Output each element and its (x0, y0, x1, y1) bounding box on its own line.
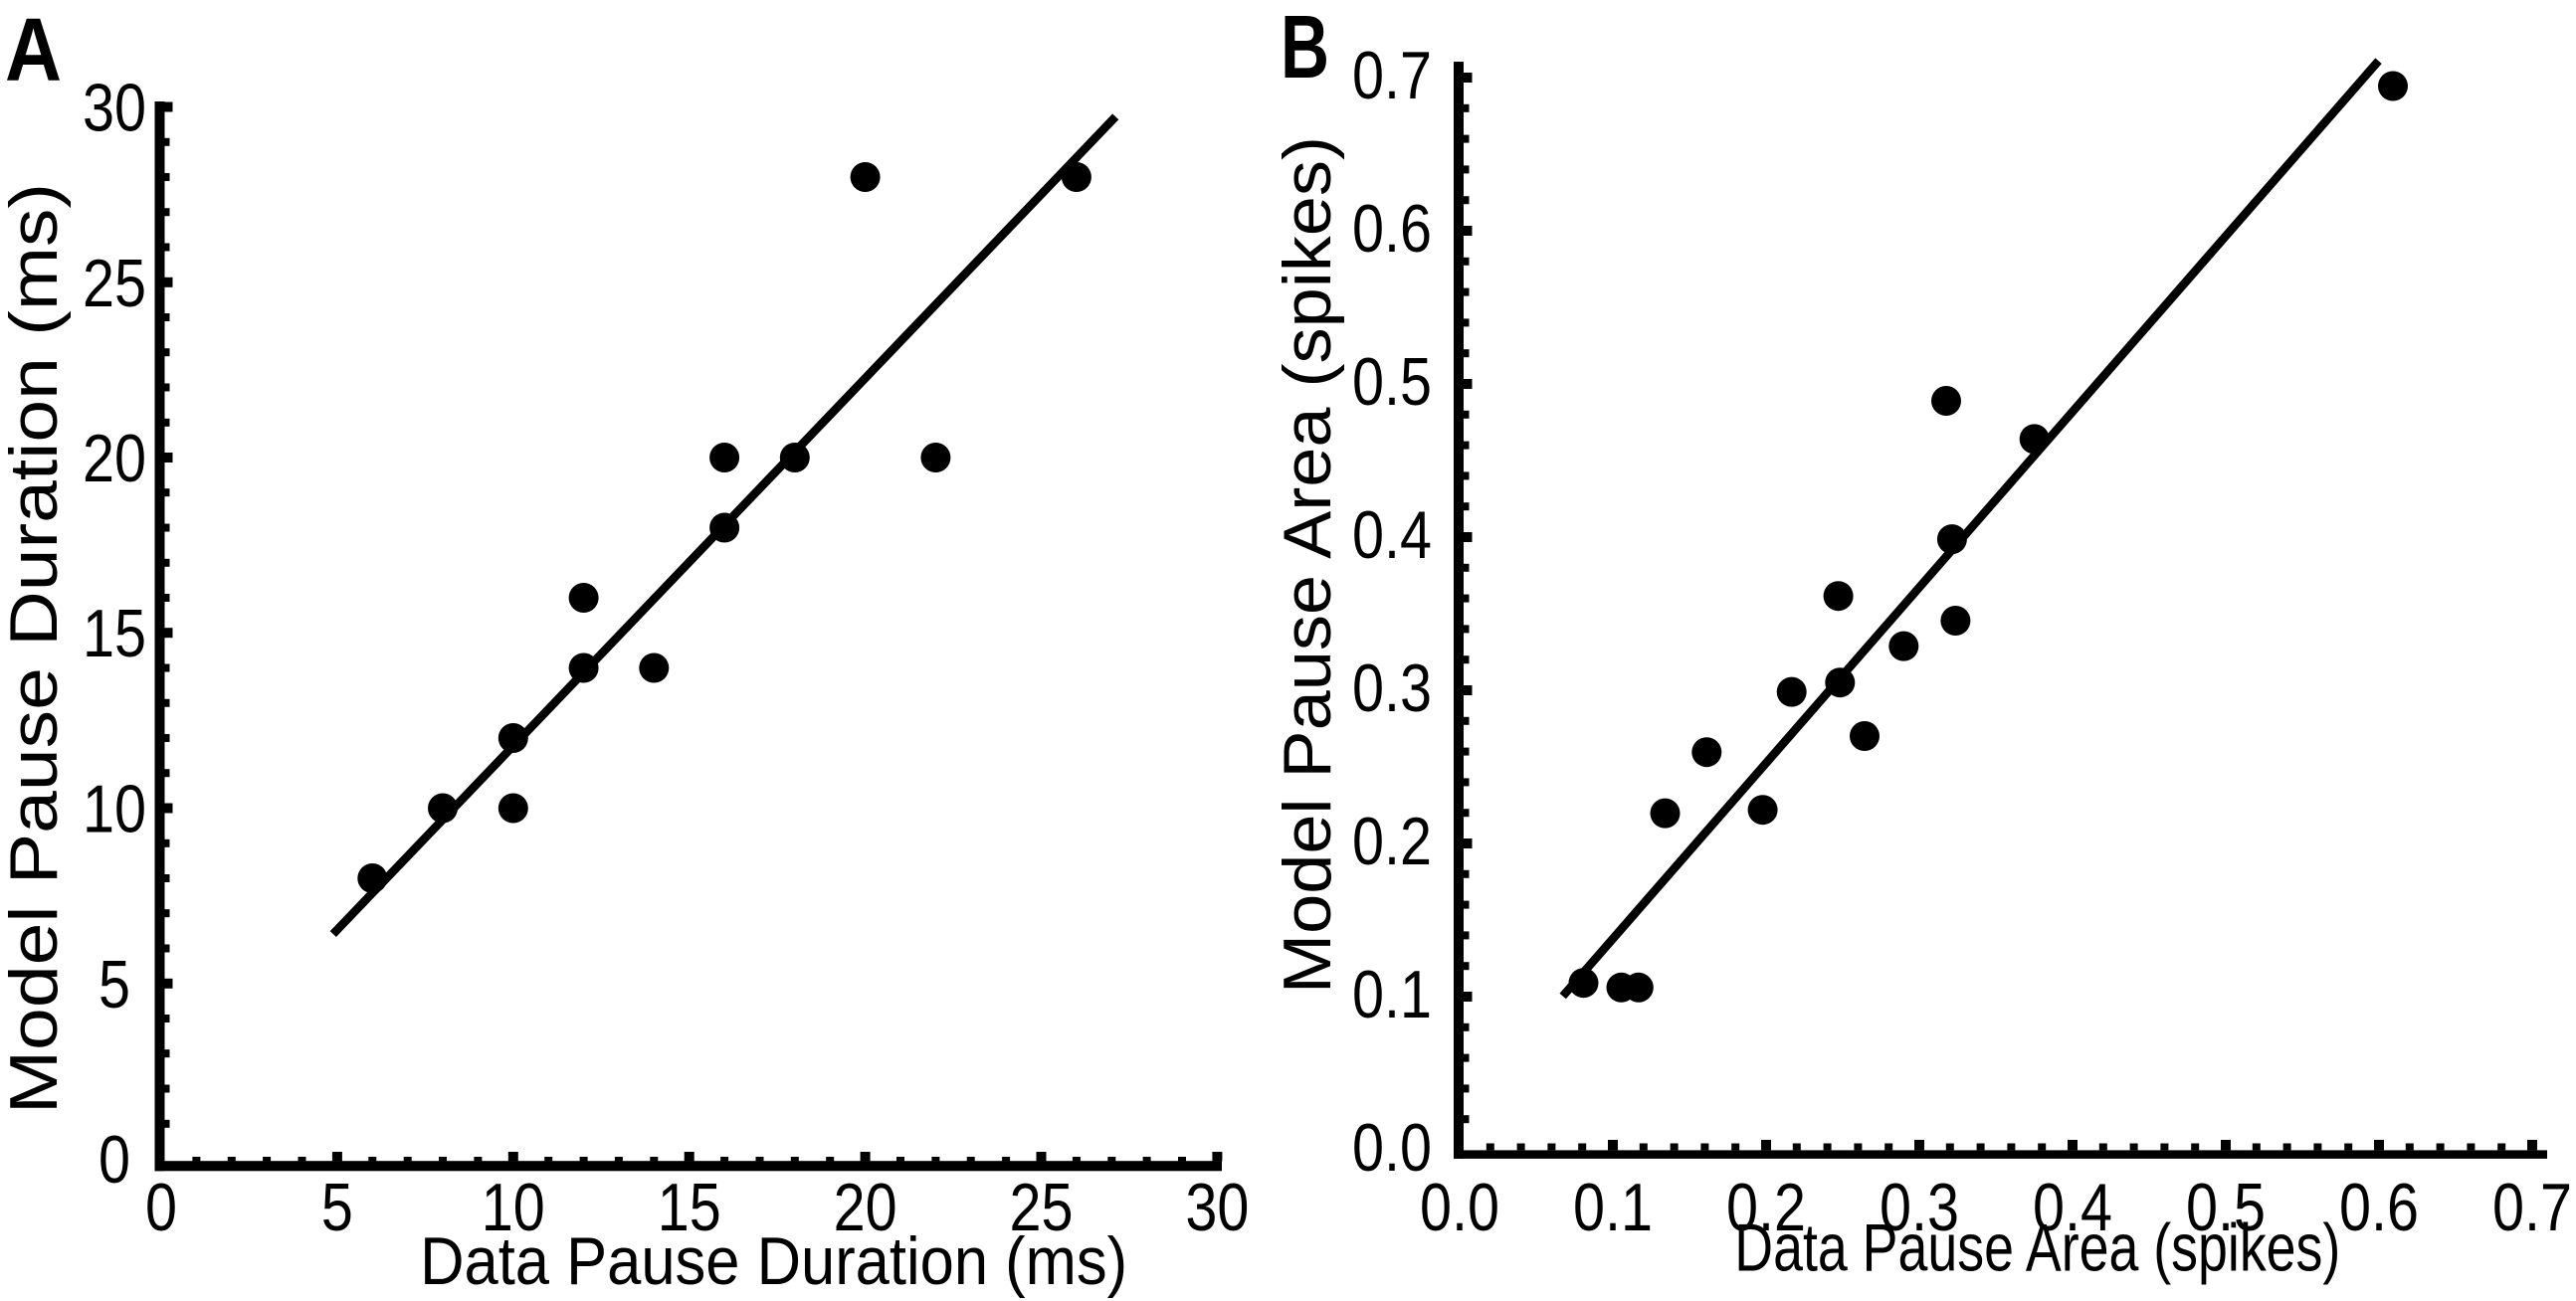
svg-text:5: 5 (321, 1170, 353, 1245)
svg-text:0.3: 0.3 (1352, 650, 1432, 726)
svg-text:0: 0 (99, 1122, 130, 1198)
svg-text:25: 25 (1010, 1170, 1074, 1245)
svg-text:0.2: 0.2 (1352, 804, 1432, 879)
svg-text:0.4: 0.4 (2033, 1170, 2112, 1245)
svg-text:Model Pause Area (spikes): Model Pause Area (spikes) (1270, 136, 1345, 994)
svg-text:B: B (1281, 0, 1329, 97)
svg-text:Model Pause Duration (ms): Model Pause Duration (ms) (0, 183, 72, 1114)
svg-text:0.5: 0.5 (1352, 344, 1432, 420)
svg-text:0.7: 0.7 (1352, 38, 1432, 113)
svg-text:Data Pause Duration (ms): Data Pause Duration (ms) (420, 1223, 1127, 1299)
svg-text:30: 30 (1185, 1170, 1249, 1245)
svg-text:30: 30 (83, 71, 146, 146)
svg-text:0.6: 0.6 (1352, 191, 1432, 267)
svg-text:Data Pause Area (spikes): Data Pause Area (spikes) (1734, 1210, 2340, 1286)
svg-text:0.1: 0.1 (1352, 957, 1432, 1032)
svg-text:20: 20 (83, 421, 146, 496)
svg-text:0.2: 0.2 (1726, 1170, 1806, 1245)
svg-text:0.0: 0.0 (1420, 1170, 1499, 1245)
svg-text:0.6: 0.6 (2339, 1170, 2419, 1245)
svg-text:0.0: 0.0 (1352, 1110, 1432, 1186)
svg-text:15: 15 (658, 1170, 721, 1245)
svg-text:10: 10 (482, 1170, 545, 1245)
svg-text:0.7: 0.7 (2492, 1170, 2572, 1245)
svg-text:20: 20 (834, 1170, 897, 1245)
svg-text:0.3: 0.3 (1880, 1170, 1959, 1245)
svg-text:A: A (5, 1, 62, 100)
svg-text:0: 0 (145, 1170, 177, 1245)
svg-text:5: 5 (99, 947, 130, 1022)
svg-text:0.5: 0.5 (2186, 1170, 2266, 1245)
svg-text:10: 10 (83, 772, 146, 847)
svg-text:0.4: 0.4 (1352, 497, 1432, 573)
svg-text:0.1: 0.1 (1573, 1170, 1653, 1245)
svg-text:25: 25 (83, 246, 146, 321)
svg-text:15: 15 (83, 596, 146, 671)
